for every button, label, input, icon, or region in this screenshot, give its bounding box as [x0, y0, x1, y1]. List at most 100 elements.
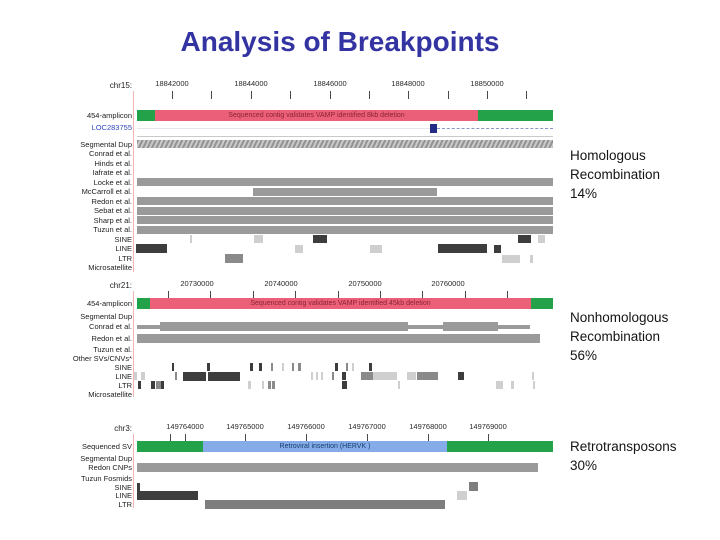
- track-block: [295, 245, 303, 253]
- ruler-label: 149769000: [469, 422, 507, 431]
- ruler-label: 149767000: [348, 422, 386, 431]
- track-block: [207, 363, 210, 371]
- track-block: [175, 372, 177, 380]
- ruler-label: 20750000: [348, 279, 382, 288]
- track-block: [248, 381, 251, 389]
- track-label: McCarroll et al.: [81, 187, 132, 196]
- ruler-tick: [448, 91, 449, 99]
- track-block: [321, 372, 323, 380]
- ruler-label: 18850000: [470, 79, 504, 88]
- track-label: Tuzun et al.: [93, 225, 132, 234]
- center-guide-line: [133, 434, 134, 508]
- track-label: Microsatellite: [88, 390, 132, 399]
- ruler-label: 149766000: [287, 422, 325, 431]
- ruler-label: 149768000: [409, 422, 447, 431]
- track-label: SINE: [114, 483, 132, 492]
- track-label: 454-amplicon: [86, 299, 132, 308]
- track-label: LINE: [115, 244, 132, 253]
- caption-line: Recombination: [570, 329, 661, 344]
- track-label: Segmental Dup: [80, 454, 132, 463]
- track-block: [137, 334, 540, 343]
- ruler-label: 20760000: [431, 279, 465, 288]
- track-block: [298, 363, 301, 371]
- track-block: [208, 372, 240, 381]
- track-label: LOC283755: [91, 123, 132, 132]
- ruler-tick: [295, 291, 296, 298]
- ruler-tick: [369, 91, 370, 99]
- track-block: [511, 381, 514, 389]
- ruler-label: 20740000: [264, 279, 298, 288]
- track-block: [408, 325, 443, 329]
- track-label: Microsatellite: [88, 263, 132, 272]
- track-label: Other SVs/CNVs*: [72, 354, 132, 363]
- track-block: [137, 110, 553, 121]
- track-label: Segmental Dup: [80, 140, 132, 149]
- track-block: [137, 216, 553, 224]
- track-label: Sharp et al.: [93, 216, 132, 225]
- ruler-tick: [487, 91, 488, 99]
- track-label: Sebat et al.: [94, 206, 132, 215]
- track-block: [262, 381, 264, 389]
- track-block: [342, 372, 346, 380]
- caption-line: 56%: [570, 348, 598, 363]
- track-label: Hinds et al.: [94, 159, 132, 168]
- caption-line: Homologous: [570, 148, 646, 163]
- track-block: [268, 381, 271, 389]
- track-block: [160, 322, 408, 331]
- track-label: LTR: [118, 500, 132, 509]
- track-label: Iafrate et al.: [92, 168, 132, 177]
- ruler-tick: [306, 434, 307, 441]
- track-block: [156, 381, 161, 389]
- track-block: [134, 372, 137, 380]
- track-block: [183, 372, 206, 381]
- annotation-segment: Sequenced contig validates VAMP identifi…: [155, 110, 478, 121]
- track-block: [137, 325, 160, 329]
- track-block: [137, 298, 553, 309]
- track-block: [518, 235, 531, 243]
- track-block: [496, 381, 503, 389]
- track-block: [253, 188, 437, 196]
- caption-line: Nonhomologous: [570, 310, 669, 325]
- ruler-tick: [330, 91, 331, 99]
- track-block: [457, 491, 467, 500]
- track-block: [332, 372, 334, 380]
- track-block: [137, 128, 430, 129]
- separator-line: [137, 136, 553, 137]
- track-block: [138, 381, 141, 389]
- ruler-label: 18844000: [234, 79, 268, 88]
- ruler-label: 18842000: [155, 79, 189, 88]
- ruler-tick: [253, 291, 254, 298]
- track-label: Conrad et al.: [89, 149, 132, 158]
- track-block: [530, 255, 533, 263]
- track-block: [361, 372, 373, 380]
- chrom-label: chr21:: [109, 281, 132, 290]
- track-block: [313, 235, 327, 243]
- caption-retrotransposons: Retrotransposons 30%: [570, 437, 677, 475]
- track-block: [373, 372, 397, 380]
- ruler-tick: [170, 434, 171, 441]
- track-block: [538, 235, 545, 243]
- track-label: LTR: [118, 254, 132, 263]
- track-block: [259, 363, 262, 371]
- track-block: [494, 245, 501, 253]
- track-block: [533, 381, 535, 389]
- track-block: [137, 207, 553, 215]
- ruler-label: 18846000: [313, 79, 347, 88]
- track-block: [352, 363, 354, 371]
- track-block: [151, 381, 155, 389]
- ruler-tick: [133, 91, 134, 99]
- track-block: [346, 363, 348, 371]
- annotation-segment: Sequenced contig validates VAMP identifi…: [150, 298, 531, 309]
- track-label: Redon et al.: [91, 197, 132, 206]
- caption-line: Retrotransposons: [570, 439, 677, 454]
- track-label: Locke et al.: [93, 178, 132, 187]
- center-guide-line: [133, 291, 134, 397]
- track-block: [172, 363, 174, 371]
- track-label: Redon CNPs: [88, 463, 132, 472]
- track-label: Redon et al.: [91, 334, 132, 343]
- track-block: [417, 372, 438, 380]
- track-block: [137, 226, 553, 234]
- segmental-dup-bar: [137, 140, 553, 148]
- track-block: [205, 500, 445, 509]
